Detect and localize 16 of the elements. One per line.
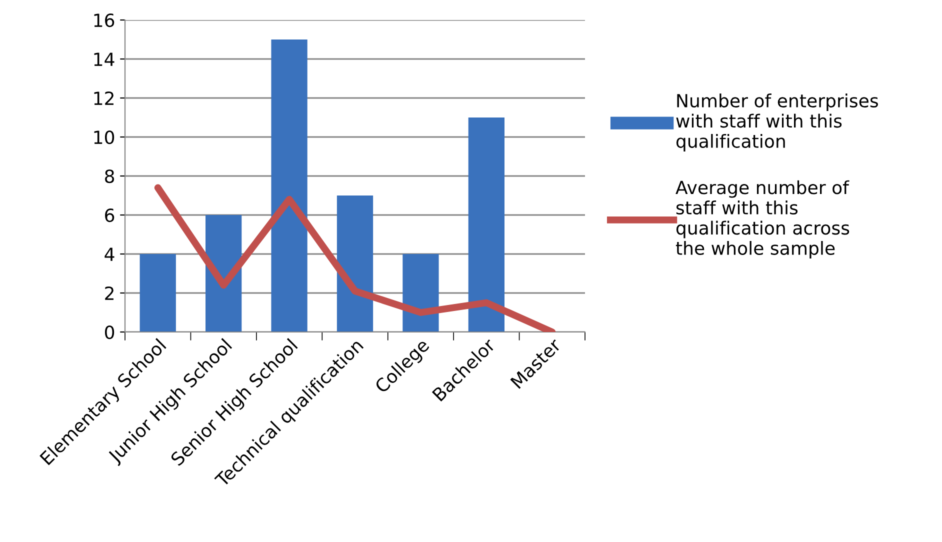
y-tick-label: 16 xyxy=(94,13,114,28)
legend-label: Average number of staff with this qualification across the whole sample xyxy=(676,180,850,258)
bar xyxy=(271,40,308,332)
bar xyxy=(336,196,374,332)
y-tick-label: 14 xyxy=(94,52,114,66)
bar xyxy=(402,254,439,332)
y-tick-label: 0 xyxy=(104,325,114,340)
y-tick-label: 2 xyxy=(105,286,114,300)
bar xyxy=(140,254,176,332)
y-tick-label: 6 xyxy=(105,208,114,222)
y-tick-label: 4 xyxy=(104,248,114,261)
y-tick-label: 12 xyxy=(94,91,114,105)
legend-label: Number of enterprises with staff with this qualification xyxy=(676,94,878,152)
y-tick-label: 8 xyxy=(105,169,114,184)
y-tick-label: 10 xyxy=(94,130,114,144)
bar xyxy=(468,118,504,332)
